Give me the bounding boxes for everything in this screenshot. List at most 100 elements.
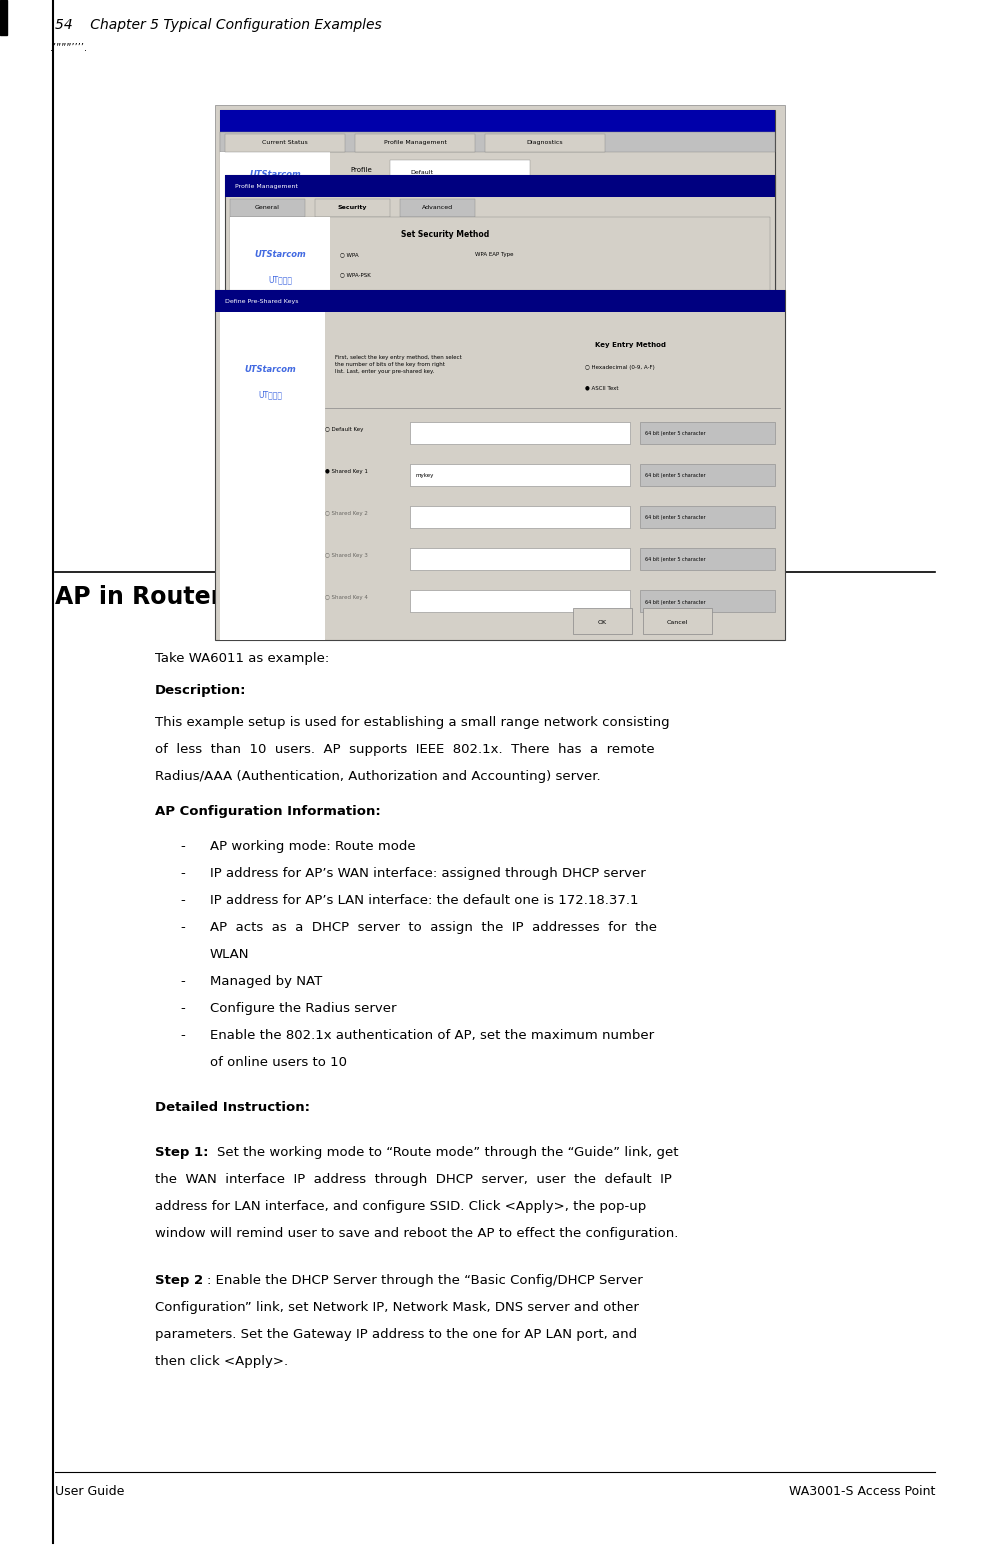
Text: -: - (180, 867, 185, 881)
Text: OK: OK (598, 620, 607, 624)
Text: Set Security Method: Set Security Method (401, 230, 490, 239)
Text: Enable the 802.1x authentication of AP, set the maximum number: Enable the 802.1x authentication of AP, … (210, 1030, 654, 1042)
Text: -: - (180, 1030, 185, 1042)
Text: 64 bit (enter 5 character: 64 bit (enter 5 character (645, 432, 705, 436)
FancyBboxPatch shape (573, 609, 632, 634)
Text: ○ Shared Key 3: ○ Shared Key 3 (325, 553, 367, 559)
Text: Profile Management: Profile Management (235, 185, 297, 189)
Text: then click <Apply>.: then click <Apply>. (155, 1356, 289, 1368)
Text: -: - (180, 975, 185, 988)
FancyBboxPatch shape (355, 134, 475, 152)
Text: Configure the Radius server: Configure the Radius server (210, 1002, 397, 1016)
Text: AP Configuration Information:: AP Configuration Information: (155, 804, 381, 818)
Bar (220, 312, 325, 640)
Bar (640, 506, 775, 528)
Text: ● ASCII Text: ● ASCII Text (585, 385, 619, 390)
Text: Take WA6011 as example:: Take WA6011 as example: (155, 652, 329, 665)
Text: ○ Shared Key 4: ○ Shared Key 4 (325, 595, 367, 601)
FancyBboxPatch shape (230, 199, 305, 217)
Bar (220, 110, 775, 132)
Text: ○ WPA: ○ WPA (340, 253, 359, 258)
Text: Cancel: Cancel (667, 620, 689, 624)
Text: the  WAN  interface  IP  address  through  DHCP  server,  user  the  default  IP: the WAN interface IP address through DHC… (155, 1173, 672, 1186)
Text: First, select the key entry method, then select
the number of bits of the key fr: First, select the key entry method, then… (335, 356, 462, 374)
Bar (215, 290, 785, 312)
Text: Step 1:: Step 1: (155, 1146, 213, 1159)
FancyBboxPatch shape (643, 609, 712, 634)
Bar (225, 175, 775, 335)
Text: Set the working mode to “Route mode” through the “Guide” link, get: Set the working mode to “Route mode” thr… (217, 1146, 679, 1159)
Text: 64 bit (enter 5 character: 64 bit (enter 5 character (645, 516, 705, 520)
Text: ○ 802.1x: ○ 802.1x (340, 292, 365, 298)
Text: Profile: Profile (350, 168, 371, 172)
Bar (410, 464, 630, 486)
Text: Define Pre-Shared Keys: Define Pre-Shared Keys (225, 300, 298, 304)
FancyBboxPatch shape (225, 134, 345, 152)
Text: address for LAN interface, and configure SSID. Click <Apply>, the pop-up: address for LAN interface, and configure… (155, 1200, 646, 1213)
Text: -: - (180, 921, 185, 933)
Text: 54    Chapter 5 Typical Configuration Examples: 54 Chapter 5 Typical Configuration Examp… (55, 19, 382, 33)
Text: Managed by NAT: Managed by NAT (210, 975, 322, 988)
Text: Diagnostics: Diagnostics (527, 140, 563, 146)
Text: ○ Hexadecimal (0-9, A-F): ○ Hexadecimal (0-9, A-F) (585, 365, 655, 371)
Text: User Guide: User Guide (55, 1485, 124, 1499)
Text: ○ Shared Key 2: ○ Shared Key 2 (325, 511, 367, 517)
Bar (220, 110, 775, 311)
Text: Current Status: Current Status (262, 140, 308, 146)
Text: -: - (180, 895, 185, 907)
Text: of  less  than  10  users.  AP  supports  IEEE  802.1x.  There  has  a  remote: of less than 10 users. AP supports IEEE … (155, 742, 655, 756)
Bar (230, 217, 330, 335)
Text: 64 bit (enter 5 character: 64 bit (enter 5 character (645, 474, 705, 478)
Text: ○ Default Key: ○ Default Key (325, 427, 363, 432)
Bar (640, 548, 775, 570)
Text: .’”””’’’’.: .’”””’’’’. (50, 43, 87, 53)
Bar (390, 160, 530, 180)
Text: Detailed Instruction:: Detailed Instruction: (155, 1101, 310, 1114)
Text: UTStarcom: UTStarcom (249, 171, 300, 180)
Text: WLAN: WLAN (210, 947, 249, 961)
Bar (410, 590, 630, 612)
Text: Profile Management: Profile Management (383, 140, 446, 146)
Text: Radius/AAA (Authentication, Authorization and Accounting) server.: Radius/AAA (Authentication, Authorizatio… (155, 770, 601, 783)
Text: This example setup is used for establishing a small range network consisting: This example setup is used for establish… (155, 716, 670, 728)
Text: UT新达康: UT新达康 (268, 275, 292, 284)
Text: General: General (255, 205, 280, 211)
Text: WPA EAP Type: WPA EAP Type (475, 253, 513, 258)
Bar (410, 548, 630, 570)
Text: UT新达康: UT新达康 (258, 390, 282, 399)
Text: AP working mode: Route mode: AP working mode: Route mode (210, 840, 416, 853)
Text: 64 bit (enter 5 character: 64 bit (enter 5 character (645, 558, 705, 562)
Text: IP address for AP’s LAN interface: the default one is 172.18.37.1: IP address for AP’s LAN interface: the d… (210, 895, 638, 907)
Bar (640, 590, 775, 612)
Text: -: - (180, 1002, 185, 1016)
Text: mykey: mykey (415, 474, 433, 478)
Bar (215, 106, 785, 545)
Text: Advanced: Advanced (422, 205, 453, 211)
Text: ○ WPA-PSK: ○ WPA-PSK (340, 272, 370, 278)
Text: UTStarcom: UTStarcom (244, 365, 296, 374)
Text: ● Shared Key 1: ● Shared Key 1 (325, 469, 367, 475)
Bar (0, 0, 7, 36)
Text: AP in Router Mode: AP in Router Mode (55, 585, 303, 609)
Bar (230, 217, 770, 335)
Text: Configuration” link, set Network IP, Network Mask, DNS server and other: Configuration” link, set Network IP, Net… (155, 1301, 639, 1314)
FancyBboxPatch shape (315, 199, 390, 217)
Text: Step 2: Step 2 (155, 1273, 203, 1287)
Text: Default: Default (410, 169, 433, 174)
Text: of online users to 10: of online users to 10 (210, 1056, 347, 1068)
Text: ○ Pre-Shared Key: ○ Pre-Shared Key (340, 312, 388, 317)
Text: : Enable the DHCP Server through the “Basic Config/DHCP Server: : Enable the DHCP Server through the “Ba… (207, 1273, 643, 1287)
Text: WA3001-S Access Point: WA3001-S Access Point (789, 1485, 935, 1499)
Text: 64 bit (enter 5 character: 64 bit (enter 5 character (645, 599, 705, 604)
Bar (215, 290, 785, 640)
Text: window will remind user to save and reboot the AP to effect the configuration.: window will remind user to save and rebo… (155, 1227, 679, 1239)
Text: parameters. Set the Gateway IP address to the one for AP LAN port, and: parameters. Set the Gateway IP address t… (155, 1328, 637, 1340)
Text: Key Entry Method: Key Entry Method (595, 342, 666, 348)
Text: -: - (180, 840, 185, 853)
FancyBboxPatch shape (485, 134, 605, 152)
Text: IP address for AP’s WAN interface: assigned through DHCP server: IP address for AP’s WAN interface: assig… (210, 867, 646, 881)
Text: UT新达康: UT新达康 (263, 196, 287, 205)
Bar (410, 422, 630, 444)
Text: UTStarcom: UTStarcom (254, 250, 306, 259)
Bar (640, 422, 775, 444)
